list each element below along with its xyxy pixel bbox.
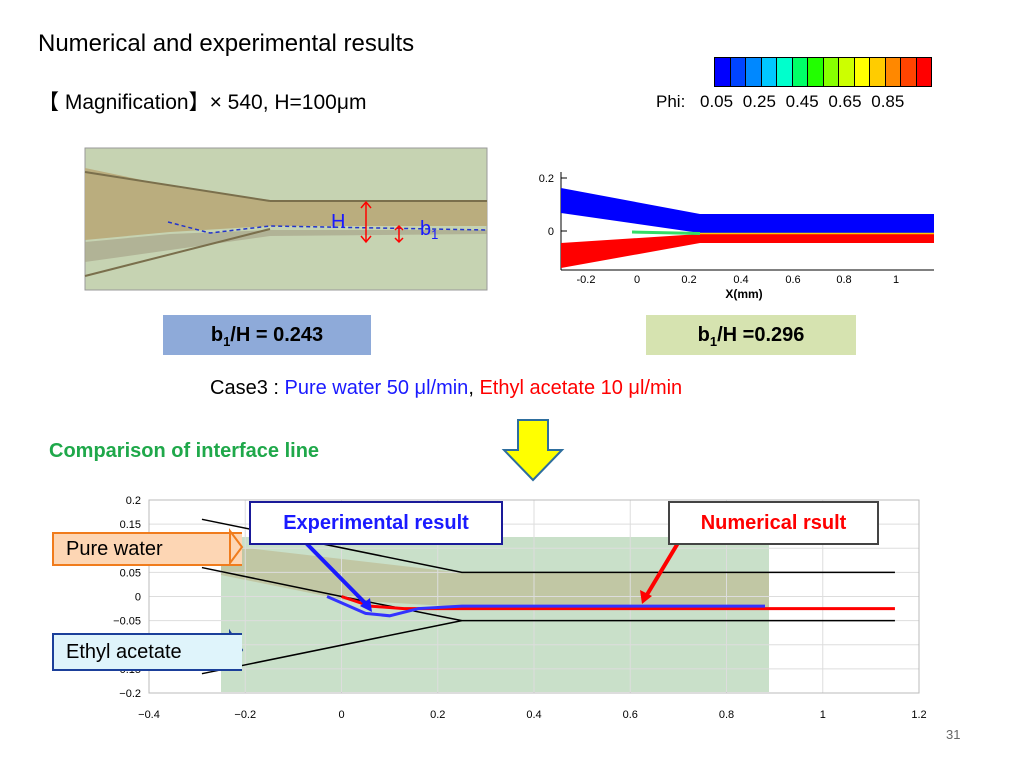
x-tick-label: 0.4 <box>526 709 541 721</box>
sim-x-label: X(mm) <box>725 287 762 301</box>
y-tick-label: 0 <box>135 592 141 604</box>
magnification-label: 【 Magnification】× 540, H=100μm <box>38 91 367 114</box>
numerical-pointer <box>643 541 680 600</box>
b-label: b <box>420 218 431 240</box>
experimental-ratio: b1/H = 0.243 <box>163 315 371 355</box>
x-tick-label: 1.2 <box>911 709 926 721</box>
phi-colorbar <box>714 57 932 87</box>
colorbar-cell <box>901 58 917 86</box>
colorbar-cell <box>808 58 824 86</box>
svg-text:b1: b1 <box>420 218 438 242</box>
b-sub: 1 <box>431 227 438 242</box>
x-tick-label: 0 <box>338 709 344 721</box>
x-tick-label: 0.2 <box>430 709 445 721</box>
experimental-callout: Experimental result <box>249 501 503 545</box>
colorbar-cell <box>730 58 746 86</box>
sim-x-tick: 0.8 <box>836 274 851 286</box>
case-description: Case3 : Pure water 50 μl/min, Ethyl acet… <box>210 377 683 399</box>
x-tick-label: 0.8 <box>719 709 734 721</box>
ethyl-flow: Ethyl acetate 10 μl/min <box>479 377 683 399</box>
sim-x-tick: -0.2 <box>577 274 596 286</box>
sim-x-tick: 0.6 <box>785 274 800 286</box>
y-tick-label: 0.2 <box>126 495 141 507</box>
colorbar-cell <box>870 58 886 86</box>
x-tick-label: 1 <box>820 709 826 721</box>
sim-x-tick: 0.4 <box>733 274 748 286</box>
phi-tick-labels: 0.05 0.25 0.45 0.65 0.85 <box>700 92 905 111</box>
series-line-4 <box>326 595 765 618</box>
series-line-2 <box>201 619 462 675</box>
colorbar-cell <box>715 58 731 86</box>
sim-x-tick: 1 <box>893 274 899 286</box>
colorbar-cell <box>854 58 870 86</box>
colorbar-cell <box>823 58 839 86</box>
page-number: 31 <box>946 727 961 742</box>
plot-frame <box>148 499 920 694</box>
water-flow: Pure water 50 μl/min <box>284 377 469 399</box>
experimental-pointer <box>304 541 372 610</box>
sim-x-tick: 0.2 <box>681 274 696 286</box>
x-tick-label: −0.2 <box>234 709 256 721</box>
colorbar-cell <box>777 58 793 86</box>
phi-label: Phi: <box>656 92 686 111</box>
colorbar-cell <box>746 58 762 86</box>
pure-water-label: Pure water <box>52 532 242 566</box>
sim-y-tick: 0 <box>548 226 554 238</box>
sim-y-tick: 0.2 <box>539 173 554 185</box>
numerical-callout: Numerical rsult <box>668 501 879 545</box>
x-tick-label: 0.6 <box>623 709 638 721</box>
y-tick-label: −0.05 <box>113 616 141 628</box>
y-tick-label: −0.2 <box>119 688 141 700</box>
slide-title: Numerical and experimental results <box>38 30 415 57</box>
colorbar-cell <box>839 58 855 86</box>
simulation-plot: 0.2 0 -0.2 0 0.2 0.4 0.6 0.8 1 X(mm) <box>539 172 934 301</box>
experimental-photo: H b1 <box>84 147 488 291</box>
h-label: H <box>331 211 345 233</box>
numerical-ratio: b1/H =0.296 <box>646 315 856 355</box>
x-tick-label: −0.4 <box>138 709 160 721</box>
colorbar-cell <box>792 58 808 86</box>
y-tick-label: 0.15 <box>120 519 141 531</box>
colorbar-cell <box>916 58 931 86</box>
colorbar-cell <box>885 58 901 86</box>
y-tick-label: 0.05 <box>120 567 141 579</box>
colorbar-cell <box>761 58 777 86</box>
comparison-title: Comparison of interface line <box>49 440 320 462</box>
series-line-3 <box>341 595 895 611</box>
ethyl-acetate-label: Ethyl acetate <box>52 633 242 671</box>
down-arrow-icon <box>501 419 565 482</box>
sim-x-tick: 0 <box>634 274 640 286</box>
